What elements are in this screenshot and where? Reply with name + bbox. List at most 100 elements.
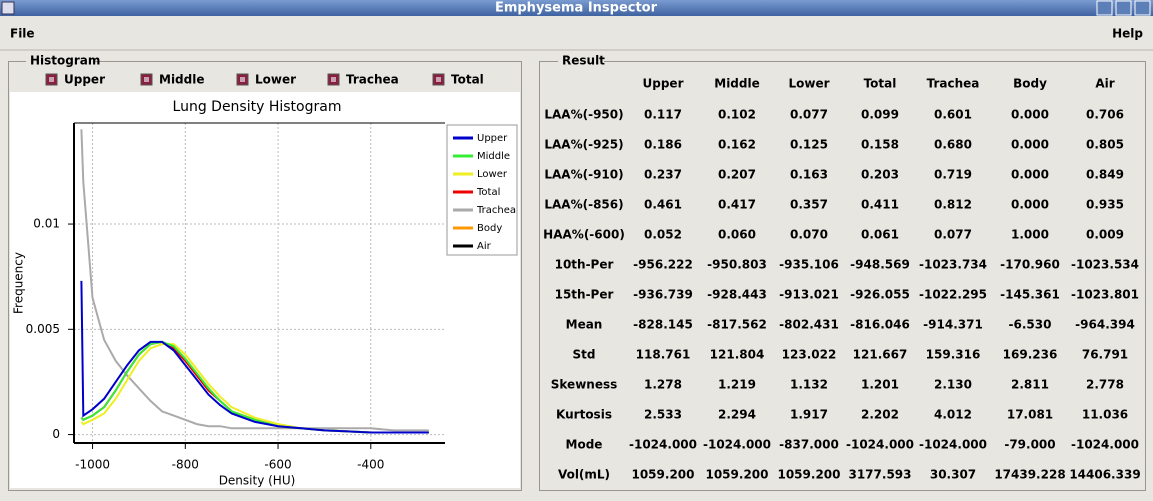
cell: 0.162: [718, 138, 756, 152]
close-button[interactable]: [1134, 0, 1151, 16]
cell: 1.132: [790, 378, 828, 392]
series-line: [80, 280, 429, 434]
cell: 0.077: [934, 228, 972, 242]
cell: 0.163: [790, 168, 828, 182]
cell: 0.117: [644, 108, 682, 122]
cell: 0.411: [861, 198, 899, 212]
cell: -914.371: [923, 318, 983, 332]
cell: 2.294: [718, 408, 756, 422]
checkbox-label[interactable]: Lower: [255, 73, 296, 87]
cell: 2.778: [1086, 378, 1124, 392]
cell: 121.667: [853, 348, 908, 362]
cell: -948.569: [850, 258, 910, 272]
row-label: HAA%(-600): [543, 228, 625, 242]
cell: 0.009: [1086, 228, 1124, 242]
cell: 118.761: [636, 348, 691, 362]
window-title: Emphysema Inspector: [495, 1, 658, 16]
cell: 0.207: [718, 168, 756, 182]
row-label: Vol(mL): [558, 468, 610, 482]
cell: 0.601: [934, 108, 972, 122]
cell: 123.022: [782, 348, 837, 362]
cell: 1.917: [790, 408, 828, 422]
checkbox-mark: [144, 77, 149, 82]
cell: 0.805: [1086, 138, 1124, 152]
checkbox-mark: [436, 77, 441, 82]
cell: -816.046: [850, 318, 910, 332]
cell: -1024.000: [703, 438, 771, 452]
row-label: LAA%(-910): [544, 168, 623, 182]
group-label-bg: [26, 54, 94, 68]
column-header: Upper: [643, 77, 684, 91]
cell: -828.145: [633, 318, 693, 332]
maximize-button[interactable]: [1115, 0, 1132, 16]
y-tick-label: 0.005: [26, 322, 60, 336]
series-line: [80, 129, 429, 432]
x-tick-label: -600: [264, 458, 291, 472]
cell: 0.070: [790, 228, 828, 242]
legend-label: Middle: [477, 151, 510, 162]
column-header: Trachea: [927, 77, 980, 91]
x-tick-label: -400: [357, 458, 384, 472]
legend-label: Lower: [477, 169, 508, 180]
cell: 2.202: [861, 408, 899, 422]
cell: -1024.000: [846, 438, 914, 452]
checkbox-label[interactable]: Upper: [64, 73, 105, 87]
cell: 30.307: [930, 468, 976, 482]
cell: 1.278: [644, 378, 682, 392]
cell: -956.222: [633, 258, 693, 272]
cell: 17.081: [1007, 408, 1053, 422]
checkbox-mark: [49, 77, 54, 82]
cell: -817.562: [707, 318, 767, 332]
cell: 76.791: [1082, 348, 1128, 362]
checkbox-mark: [240, 77, 245, 82]
x-axis-label: Density (HU): [219, 474, 296, 488]
row-label: 10th-Per: [555, 258, 614, 272]
cell: 0.061: [861, 228, 899, 242]
legend-box: [446, 124, 518, 256]
column-header: Middle: [714, 77, 760, 91]
menu-item[interactable]: Help: [1112, 27, 1143, 41]
checkbox-label[interactable]: Total: [451, 73, 484, 87]
cell: 0.237: [644, 168, 682, 182]
x-tick-label: -800: [172, 458, 199, 472]
cell: -6.530: [1009, 318, 1052, 332]
row-label: Skewness: [551, 378, 618, 392]
result-group: [539, 61, 1146, 491]
cell: -926.055: [850, 288, 910, 302]
cell: 1.219: [718, 378, 756, 392]
cell: 2.533: [644, 408, 682, 422]
cell: 1059.200: [631, 468, 694, 482]
cell: 0.680: [934, 138, 972, 152]
row-label: Std: [573, 348, 596, 362]
cell: 1059.200: [705, 468, 768, 482]
y-axis-label: Frequency: [12, 252, 26, 314]
row-label: Kurtosis: [556, 408, 612, 422]
checkbox-label[interactable]: Trachea: [346, 73, 399, 87]
cell: 4.012: [934, 408, 972, 422]
cell: -145.361: [1000, 288, 1060, 302]
cell: -936.739: [633, 288, 693, 302]
group-title: Result: [562, 54, 605, 68]
cell: -802.431: [779, 318, 839, 332]
cell: 0.812: [934, 198, 972, 212]
cell: 121.804: [710, 348, 765, 362]
title-bar: [0, 0, 1153, 16]
column-header: Total: [864, 77, 897, 91]
menu-item[interactable]: File: [10, 27, 35, 41]
cell: -1023.534: [1071, 258, 1139, 272]
minimize-button[interactable]: [1096, 0, 1113, 16]
cell: -1023.734: [919, 258, 987, 272]
window-menu-button[interactable]: [1, 1, 15, 15]
checkbox-label[interactable]: Middle: [159, 73, 205, 87]
row-label: LAA%(-925): [544, 138, 623, 152]
cell: -837.000: [779, 438, 839, 452]
column-header: Air: [1095, 77, 1114, 91]
x-tick-label: -1000: [75, 458, 110, 472]
cell: 0.935: [1086, 198, 1124, 212]
row-label: LAA%(-950): [544, 108, 623, 122]
cell: 0.719: [934, 168, 972, 182]
cell: 0.186: [644, 138, 682, 152]
checkbox-mark: [331, 77, 336, 82]
cell: 0.000: [1011, 108, 1049, 122]
row-label: LAA%(-856): [544, 198, 623, 212]
